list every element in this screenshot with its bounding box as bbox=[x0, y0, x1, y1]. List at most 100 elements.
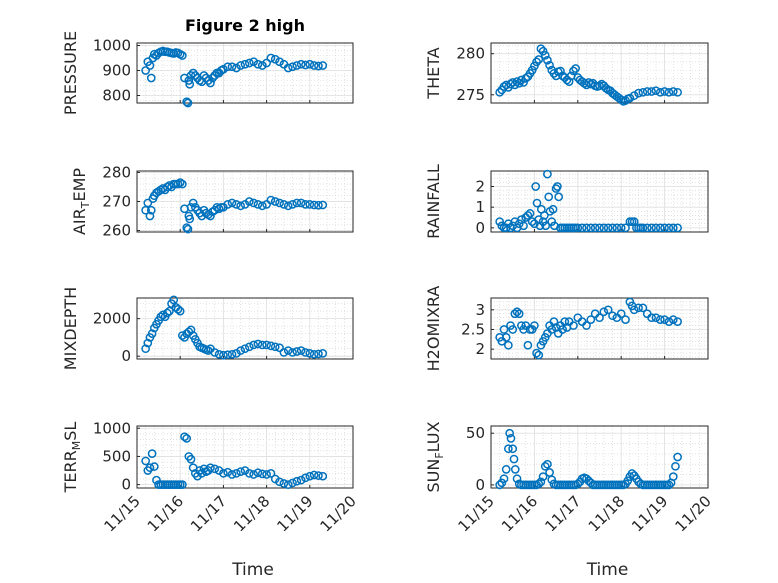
data-point bbox=[141, 456, 150, 466]
data-point bbox=[508, 444, 518, 454]
data-point bbox=[227, 198, 237, 208]
y-axis-label: THETA bbox=[424, 47, 443, 99]
y-tick-label: 280 bbox=[456, 45, 485, 63]
data-point bbox=[208, 73, 217, 83]
data-point bbox=[638, 87, 648, 97]
data-point bbox=[517, 75, 526, 85]
x-tick-label: 11/15 bbox=[455, 492, 498, 535]
data-point bbox=[534, 55, 544, 64]
data-point bbox=[173, 304, 183, 314]
data-point bbox=[616, 223, 626, 233]
data-point bbox=[501, 465, 511, 474]
data-point bbox=[244, 342, 254, 352]
data-point bbox=[523, 340, 533, 350]
y-tick-label: 2000 bbox=[93, 310, 131, 328]
data-point bbox=[569, 321, 578, 330]
data-point bbox=[146, 73, 156, 83]
data-point bbox=[595, 223, 604, 233]
data-point bbox=[499, 474, 509, 484]
data-point bbox=[553, 182, 562, 191]
data-point bbox=[186, 454, 196, 464]
data-point bbox=[210, 71, 220, 80]
data-point bbox=[647, 87, 656, 96]
data-point bbox=[558, 325, 567, 334]
subplot-6: 2 2.53 H2OMIXRA bbox=[424, 286, 709, 371]
data-point bbox=[634, 303, 643, 313]
data-point bbox=[512, 474, 522, 484]
data-point bbox=[249, 198, 258, 208]
data-point bbox=[257, 340, 267, 350]
axes-border bbox=[490, 297, 709, 360]
data-point bbox=[660, 223, 669, 233]
data-point bbox=[547, 325, 557, 334]
data-point bbox=[651, 223, 661, 233]
data-point bbox=[147, 329, 157, 339]
data-point bbox=[292, 61, 302, 70]
data-point bbox=[504, 444, 513, 454]
data-point bbox=[318, 200, 328, 210]
data-point bbox=[571, 64, 580, 73]
y-axis-label-text: EMP bbox=[70, 168, 89, 202]
y-tick-label: 275 bbox=[456, 86, 485, 104]
data-point bbox=[165, 306, 174, 316]
subplot-3: 260 270 280 AIRTEMP bbox=[70, 163, 354, 240]
data-point bbox=[262, 470, 271, 479]
data-point bbox=[253, 339, 263, 349]
data-point bbox=[257, 61, 267, 70]
data-point bbox=[501, 333, 511, 342]
data-point bbox=[185, 214, 195, 224]
data-point bbox=[152, 475, 161, 485]
subplot-4: 0 1 2 RAINFALL bbox=[424, 164, 709, 239]
data-point bbox=[573, 479, 583, 489]
data-point bbox=[599, 223, 609, 233]
axes-border bbox=[136, 425, 354, 489]
data-point bbox=[190, 71, 200, 80]
data-point bbox=[305, 471, 315, 481]
data-point bbox=[182, 223, 192, 232]
x-axis-label: Time bbox=[231, 560, 274, 580]
data-point bbox=[543, 55, 552, 65]
data-point bbox=[301, 200, 310, 209]
data-point bbox=[664, 317, 674, 326]
data-point bbox=[236, 346, 246, 355]
data-point bbox=[603, 223, 613, 233]
data-point bbox=[292, 476, 302, 486]
data-point bbox=[199, 71, 209, 80]
subplot-5: 0 2000 MIXDEPTH bbox=[61, 287, 354, 370]
data-point bbox=[601, 83, 611, 93]
data-point bbox=[178, 51, 187, 60]
data-point bbox=[244, 468, 254, 478]
data-point bbox=[634, 88, 643, 98]
data-point bbox=[178, 179, 187, 189]
data-point bbox=[249, 470, 258, 479]
data-point bbox=[673, 452, 682, 462]
data-point bbox=[301, 473, 310, 483]
data-point bbox=[301, 60, 310, 70]
data-point bbox=[318, 349, 328, 358]
data-point bbox=[497, 478, 507, 488]
data-point bbox=[214, 349, 224, 359]
data-point bbox=[573, 223, 583, 233]
data-point bbox=[521, 73, 531, 83]
data-point bbox=[257, 469, 267, 479]
x-axis-label: Time bbox=[586, 560, 629, 580]
data-point bbox=[305, 59, 315, 69]
data-point bbox=[621, 223, 630, 233]
data-point bbox=[556, 66, 565, 76]
data-point bbox=[301, 348, 310, 357]
data-point bbox=[664, 480, 674, 490]
data-point bbox=[288, 62, 297, 72]
data-point bbox=[210, 464, 220, 474]
data-point bbox=[219, 468, 228, 478]
data-point bbox=[223, 200, 233, 209]
data-point bbox=[309, 470, 319, 480]
data-point bbox=[314, 349, 323, 359]
data-point bbox=[655, 87, 665, 97]
data-point bbox=[627, 469, 637, 478]
subplot-1: 800 900 1000 PRESSURE Figure 2 high bbox=[61, 16, 354, 115]
data-point bbox=[149, 462, 159, 471]
axes-border bbox=[136, 297, 354, 360]
data-point bbox=[283, 480, 293, 489]
data-point bbox=[664, 223, 674, 233]
data-point bbox=[668, 87, 678, 96]
